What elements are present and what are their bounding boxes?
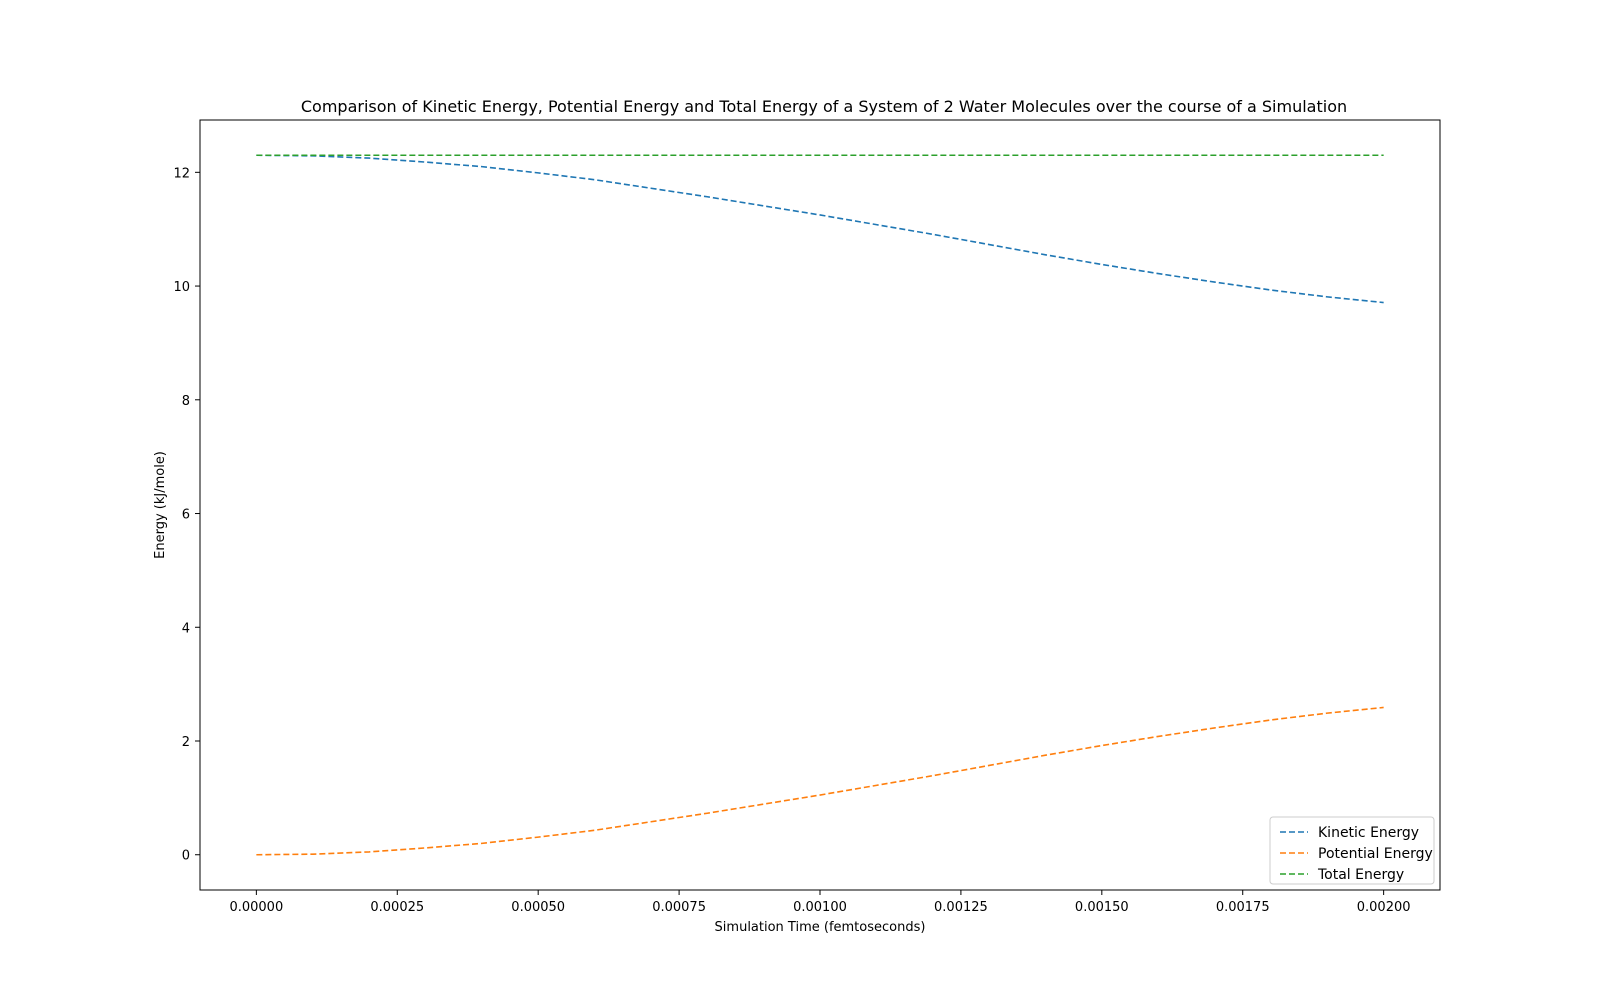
legend: Kinetic Energy Potential Energy Total Ener… [1269,816,1435,885]
x-tick-label: 0.00025 [370,900,424,915]
plot-frame [199,119,1441,891]
x-tick-label: 0.00050 [511,900,565,915]
y-axis-label: Energy (kJ/mole) [153,451,168,559]
legend-label: Total Energy [1317,867,1404,883]
y-axis: 0 2 4 6 8 10 12 [173,166,200,864]
series-lines [256,154,1384,856]
y-tick-label: 2 [182,735,190,750]
y-tick-label: 8 [182,394,190,409]
x-tick-label: 0.00200 [1357,900,1411,915]
y-tick-label: 0 [182,849,190,864]
legend-box [1269,816,1435,885]
x-axis-label: Simulation Time (femtoseconds) [715,920,926,935]
series-line-potential-energy [256,706,1384,856]
x-tick-label: 0.00000 [229,900,283,915]
y-tick-label: 10 [173,280,190,295]
x-axis: 0.00000 0.00025 0.00050 0.00075 0.00100 0.001… [229,890,1411,915]
y-tick-label: 4 [182,621,190,636]
x-tick-label: 0.00075 [652,900,706,915]
chart-title: Comparison of Kinetic Energy, Potential … [301,97,1347,116]
legend-label: Kinetic Energy [1318,825,1419,841]
y-tick-label: 12 [173,166,190,181]
x-tick-label: 0.00175 [1216,900,1270,915]
x-tick-label: 0.00100 [793,900,847,915]
legend-label: Potential Energy [1318,846,1433,862]
x-tick-label: 0.00150 [1075,900,1129,915]
y-tick-label: 6 [182,508,190,523]
x-tick-label: 0.00125 [934,900,988,915]
series-line-kinetic-energy [256,154,1384,304]
